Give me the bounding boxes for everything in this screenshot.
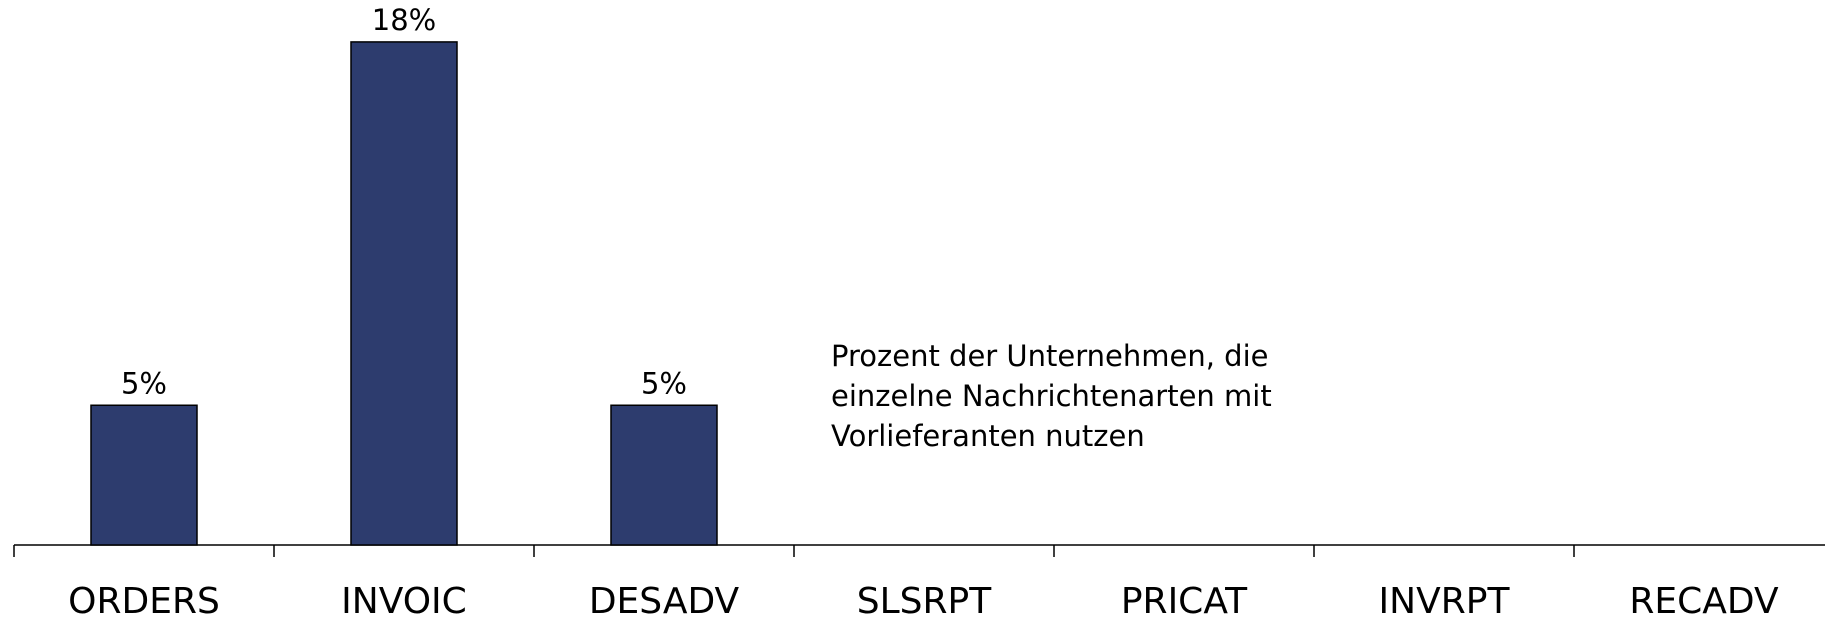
annotation: einzelne Nachrichtenarten mit [831, 379, 1272, 413]
x-tick-label: INVOIC [341, 581, 467, 618]
data-label: 18% [372, 3, 436, 37]
data-label: 5% [121, 366, 167, 400]
x-tick-label: PRICAT [1121, 581, 1248, 618]
bar [610, 404, 718, 546]
x-tick-label: DESADV [589, 581, 740, 618]
annotation: Vorlieferanten nutzen [831, 419, 1145, 453]
x-tick-label: SLSRPT [857, 581, 992, 618]
annotation: Prozent der Unternehmen, die [831, 339, 1268, 373]
bar [350, 41, 458, 546]
bar [90, 404, 198, 546]
x-tick-label: RECADV [1629, 581, 1779, 618]
x-tick-label: INVRPT [1379, 581, 1511, 618]
data-label: 5% [641, 366, 687, 400]
x-tick-label: ORDERS [68, 581, 220, 618]
